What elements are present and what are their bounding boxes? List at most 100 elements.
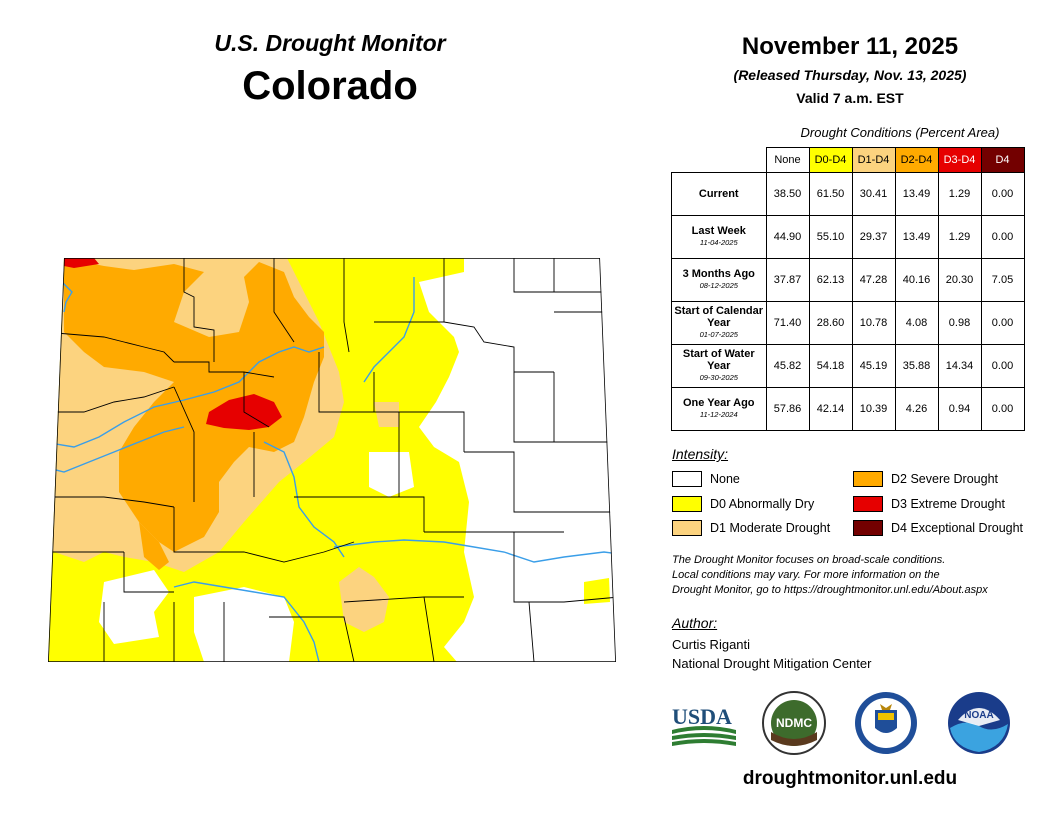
conditions-table: None D0-D4 D1-D4 D2-D4 D3-D4 D4 Current …: [671, 147, 1025, 431]
author-name: Curtis Riganti: [672, 637, 751, 652]
table-cell: 28.60: [808, 301, 853, 345]
col-header-d1-d4: D1-D4: [851, 147, 896, 173]
svg-text:NOAA: NOAA: [964, 710, 993, 721]
table-row: Start of Calendar Year 01-07-2025 71.40 2…: [671, 301, 1025, 345]
legend-item-d0: D0 Abnormally Dry: [672, 495, 814, 513]
table-cell: 40.16: [894, 258, 939, 302]
table-row: One Year Ago 11-12-2024 57.86 42.14 10.39…: [671, 387, 1025, 431]
table-row: Start of Water Year 09-30-2025 45.82 54.1…: [671, 344, 1025, 388]
d2-area-south: [139, 522, 169, 570]
d3-area-north: [64, 258, 99, 268]
doc-seal-logo: [855, 692, 917, 754]
valid-time: Valid 7 a.m. EST: [796, 90, 904, 106]
table-cell: 1.29: [937, 172, 982, 216]
table-cell: 0.94: [937, 387, 982, 431]
author-org: National Drought Mitigation Center: [672, 656, 872, 671]
table-row: Last Week 11-04-2025 44.90 55.10 29.37 13…: [671, 215, 1025, 259]
table-row: 3 Months Ago 08-12-2025 37.87 62.13 47.28…: [671, 258, 1025, 302]
table-cell: 13.49: [894, 172, 939, 216]
col-header-d3-d4: D3-D4: [937, 147, 982, 173]
legend-item-none: None: [672, 470, 740, 488]
table-cell: 42.14: [808, 387, 853, 431]
table-cell: 0.00: [980, 172, 1025, 216]
col-header-d0-d4: D0-D4: [808, 147, 853, 173]
legend-title: Intensity:: [672, 446, 729, 462]
release-date: (Released Thursday, Nov. 13, 2025): [733, 67, 967, 83]
conditions-table-title: Drought Conditions (Percent Area): [800, 125, 1000, 140]
county-boundaries: [48, 258, 616, 662]
table-cell: 62.13: [808, 258, 853, 302]
table-cell: 0.00: [980, 344, 1025, 388]
website-url[interactable]: droughtmonitor.unl.edu: [742, 768, 958, 789]
table-cell: 71.40: [765, 301, 810, 345]
table-cell: 55.10: [808, 215, 853, 259]
monitor-title: U.S. Drought Monitor: [214, 30, 446, 56]
legend-swatch: [672, 520, 702, 536]
table-cell: 4.08: [894, 301, 939, 345]
legend-swatch: [672, 496, 702, 512]
legend-item-d1: D1 Moderate Drought: [672, 519, 830, 537]
none-area-south2: [194, 587, 294, 662]
row-label: 3 Months Ago 08-12-2025: [671, 258, 767, 302]
table-cell: 0.00: [980, 215, 1025, 259]
legend-label: D1 Moderate Drought: [710, 521, 831, 535]
table-cell: 0.00: [980, 301, 1025, 345]
table-cell: 14.34: [937, 344, 982, 388]
d0-area-east: [584, 578, 610, 604]
table-cell: 10.78: [851, 301, 896, 345]
legend-swatch: [853, 496, 883, 512]
table-cell: 29.37: [851, 215, 896, 259]
state-title: Colorado: [242, 64, 418, 108]
row-label: Last Week 11-04-2025: [671, 215, 767, 259]
table-cell: 13.49: [894, 215, 939, 259]
legend-label: D2 Severe Drought: [891, 472, 999, 486]
table-cell: 61.50: [808, 172, 853, 216]
table-cell: 7.05: [980, 258, 1025, 302]
legend-swatch: [672, 471, 702, 487]
table-cell: 45.19: [851, 344, 896, 388]
legend-item-d4: D4 Exceptional Drought: [853, 519, 1023, 537]
map-date: November 11, 2025: [741, 33, 959, 60]
d1-area-east: [374, 402, 399, 427]
legend-item-d2: D2 Severe Drought: [853, 470, 998, 488]
colorado-drought-map: [48, 258, 616, 662]
d1-area-southeast: [339, 567, 389, 632]
table-cell: 44.90: [765, 215, 810, 259]
table-cell: 38.50: [765, 172, 810, 216]
row-label: Current: [671, 172, 767, 216]
note-line: Drought Monitor, go to https://droughtmo…: [672, 584, 988, 596]
table-cell: 30.41: [851, 172, 896, 216]
col-header-none: None: [765, 147, 810, 173]
table-cell: 45.82: [765, 344, 810, 388]
legend-label: None: [710, 472, 740, 486]
note-line: The Drought Monitor focuses on broad-sca…: [672, 554, 946, 566]
legend-swatch: [853, 471, 883, 487]
note-line: Local conditions may vary. For more info…: [672, 569, 940, 581]
d2-area: [64, 258, 324, 552]
table-cell: 20.30: [937, 258, 982, 302]
table-cell: 37.87: [765, 258, 810, 302]
row-label: Start of Water Year 09-30-2025: [671, 344, 767, 388]
row-label: One Year Ago 11-12-2024: [671, 387, 767, 431]
legend-label: D3 Extreme Drought: [891, 497, 1005, 511]
usda-logo: USDA: [672, 704, 736, 746]
table-cell: 4.26: [894, 387, 939, 431]
legend-swatch: [853, 520, 883, 536]
table-cell: 0.98: [937, 301, 982, 345]
rivers: [48, 277, 616, 662]
noaa-logo: NOAA: [948, 692, 1010, 754]
legend-label: D4 Exceptional Drought: [891, 521, 1024, 535]
table-cell: 57.86: [765, 387, 810, 431]
col-header-d2-d4: D2-D4: [894, 147, 939, 173]
row-label: Start of Calendar Year 01-07-2025: [671, 301, 767, 345]
table-cell: 1.29: [937, 215, 982, 259]
author-title: Author:: [672, 615, 718, 631]
table-row: Current 38.50 61.50 30.41 13.49 1.29 0.0…: [671, 172, 1025, 216]
table-cell: 10.39: [851, 387, 896, 431]
col-header-d4: D4: [980, 147, 1025, 173]
table-cell: 35.88: [894, 344, 939, 388]
svg-text:USDA: USDA: [672, 704, 732, 729]
none-area-south3: [369, 452, 414, 497]
table-cell: 47.28: [851, 258, 896, 302]
ndmc-logo: NDMC: [762, 691, 826, 755]
